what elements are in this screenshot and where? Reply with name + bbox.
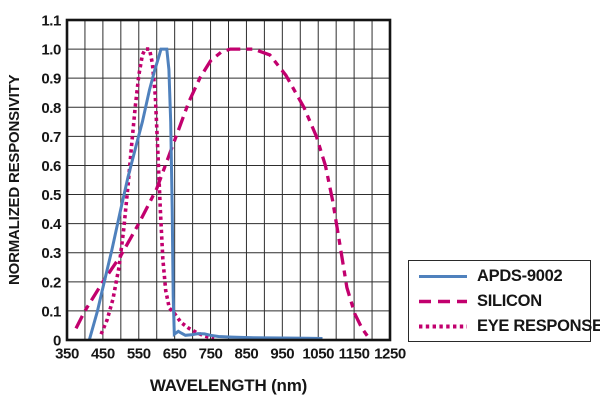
y-tick-label: 0.8 xyxy=(41,100,61,117)
curve-apds-9002 xyxy=(87,47,323,341)
y-tick-label: 0.4 xyxy=(41,216,62,233)
x-axis-title: WAVELENGTH (nm) xyxy=(149,376,308,395)
legend-label-apds-9002: APDS-9002 xyxy=(477,266,563,285)
x-tick-label: 550 xyxy=(127,346,151,363)
y-tick-label: 0.3 xyxy=(41,245,61,262)
x-tick-label: 750 xyxy=(199,346,223,363)
x-tick-label: 1250 xyxy=(374,346,406,363)
curve-eye-response xyxy=(99,47,215,341)
y-tick-label: 1.1 xyxy=(41,13,61,30)
legend-dashed-line-icon xyxy=(419,299,467,303)
y-tick-label: 0.1 xyxy=(41,303,61,320)
x-tick-label: 1150 xyxy=(339,346,370,363)
y-tick-label: 1.0 xyxy=(41,42,61,59)
x-tick-label: 650 xyxy=(163,346,187,363)
y-tick-label: 0.6 xyxy=(41,158,61,175)
y-tick-label: 0 xyxy=(53,333,61,350)
x-tick-label: 950 xyxy=(270,346,294,363)
x-tick-label: 1050 xyxy=(302,346,334,363)
y-tick-label: 0.9 xyxy=(41,71,61,88)
y-tick-label: 0.2 xyxy=(41,274,61,291)
x-tick-label: 850 xyxy=(235,346,259,363)
legend-dotted-line-icon xyxy=(419,324,467,328)
legend-solid-line-icon xyxy=(419,274,467,278)
y-tick-label: 0.5 xyxy=(41,187,61,204)
legend: APDS-9002 SILICON EYE RESPONSE xyxy=(408,260,600,342)
y-tick-label: 0.7 xyxy=(41,129,61,146)
legend-item-apds-9002: APDS-9002 xyxy=(418,265,590,288)
legend-label-silicon: SILICON xyxy=(477,291,542,310)
curve-silicon xyxy=(74,47,371,340)
y-axis-title: NORMALIZED RESPONSIVITY xyxy=(6,74,23,286)
legend-item-eye-response: EYE RESPONSE xyxy=(418,315,600,338)
plot-border xyxy=(65,18,392,342)
x-tick-label: 450 xyxy=(91,346,115,363)
legend-label-eye-response: EYE RESPONSE xyxy=(477,316,600,335)
x-tick-label: 350 xyxy=(55,346,79,363)
legend-item-silicon: SILICON xyxy=(418,290,590,313)
